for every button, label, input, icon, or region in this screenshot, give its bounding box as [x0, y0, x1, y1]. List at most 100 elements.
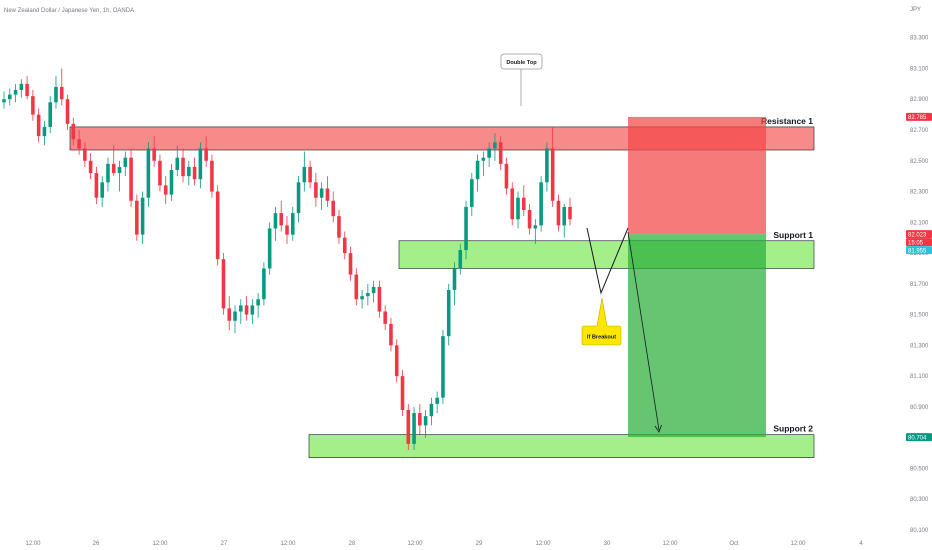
candle-body [435, 397, 439, 404]
y-tick-label: 82.500 [910, 159, 929, 165]
candle-body [129, 157, 133, 201]
x-tick-label: Oct [729, 541, 739, 547]
y-tick-label: 80.900 [910, 405, 929, 411]
target-arrow-line [627, 231, 660, 431]
candle-body [233, 311, 237, 321]
candle-body [192, 166, 197, 180]
chart-title: New Zealand Dollar / Japanese Yen, 1h, O… [4, 8, 134, 14]
y-tick-label: 81.500 [910, 313, 929, 319]
candle-body [169, 170, 174, 195]
candle-body [418, 413, 422, 426]
candle-body [135, 200, 139, 235]
x-tick-label: 26 [93, 541, 100, 547]
candle-body [152, 148, 156, 161]
if-breakout-callout[interactable]: If Breakout [581, 297, 622, 346]
candle-body [331, 200, 335, 217]
candle-body [314, 182, 318, 198]
candle-body [146, 148, 151, 198]
x-tick-label: 4 [859, 541, 863, 547]
candle-body [123, 157, 128, 167]
zone-label-resistance-1: Resistance 1 [761, 116, 813, 126]
y-tick-label: 82.900 [910, 97, 929, 103]
candle-body [31, 96, 35, 115]
candle-body [215, 191, 220, 260]
candle-body [319, 188, 324, 198]
candle-body [244, 305, 249, 315]
candle-body [475, 160, 480, 180]
candle-body [354, 274, 359, 300]
price-badge-label: 82.023 [908, 232, 927, 238]
candle-body [290, 213, 295, 235]
candle-body [267, 228, 272, 269]
candle-body [158, 160, 162, 186]
candle-body [452, 268, 457, 290]
reward-zone[interactable] [628, 234, 766, 438]
candle-body [163, 185, 168, 195]
candle-body [36, 114, 41, 137]
candle-body [94, 173, 99, 198]
candle-body [533, 225, 538, 229]
breakout-path-line [586, 227, 629, 295]
candle-body [441, 336, 445, 398]
candle-body [285, 225, 289, 235]
price-badge-bg [906, 238, 932, 247]
candle-body [348, 253, 353, 275]
x-tick-label: 12:00 [535, 541, 551, 547]
y-tick-label: 80.100 [910, 528, 929, 534]
candle-body [371, 286, 376, 294]
candle-body [2, 99, 6, 103]
candle-body [377, 286, 382, 312]
candle-body [106, 163, 110, 183]
candle-body [65, 99, 70, 124]
price-badge: 81.955 [906, 246, 932, 254]
risk-zone[interactable] [628, 116, 766, 235]
x-tick-label: 12:00 [662, 541, 678, 547]
candle-body [256, 299, 260, 306]
x-tick-label: 12:00 [407, 541, 423, 547]
candle-body [493, 142, 497, 149]
zone-support-2[interactable] [308, 434, 815, 458]
double-top-callout[interactable]: Double Top [500, 53, 543, 106]
price-badge-label: 81.955 [908, 248, 927, 254]
trade-projection[interactable] [628, 116, 766, 438]
y-tick-label: 83.300 [910, 36, 929, 42]
price-badge: 82.023 [906, 230, 932, 238]
candle-body [550, 148, 555, 201]
candle-body [412, 413, 416, 444]
candle-body [77, 139, 81, 149]
candle-body [117, 166, 122, 174]
candle-body [262, 268, 266, 300]
target-arrow-head [654, 424, 662, 433]
candle-body [539, 182, 543, 226]
candle-body [510, 188, 515, 220]
y-tick-label: 83.100 [910, 66, 929, 72]
x-tick-label: 12:00 [152, 541, 168, 547]
y-tick-label: 81.300 [910, 343, 929, 349]
candle-body [88, 160, 93, 174]
candle-body [71, 123, 76, 140]
candle-body [273, 213, 278, 229]
x-tick-label: 12:00 [280, 541, 296, 547]
y-tick-label: 80.500 [910, 466, 929, 472]
candle-body [498, 142, 503, 164]
candle-body [568, 206, 572, 220]
x-tick-label: 12:00 [25, 541, 41, 547]
candle-body [7, 94, 12, 100]
y-tick-label: 82.300 [910, 190, 929, 196]
zone-label-support-2: Support 2 [773, 424, 813, 434]
candle-body [187, 166, 191, 177]
x-tick-label: 12:00 [790, 541, 806, 547]
candle-body [366, 293, 370, 297]
candle-body [210, 160, 214, 192]
price-badges-layer: 82.785 82.023 15:05 81.955 80.704 [906, 112, 932, 441]
zone-label-support-1: Support 1 [773, 230, 813, 240]
if-breakout-label: If Breakout [587, 335, 616, 341]
candle-body [100, 182, 104, 198]
candle-body [325, 188, 330, 201]
candle-body [19, 83, 24, 90]
candles-layer [2, 68, 572, 450]
candle-body [140, 197, 145, 235]
double-top-label: Double Top [506, 60, 537, 66]
